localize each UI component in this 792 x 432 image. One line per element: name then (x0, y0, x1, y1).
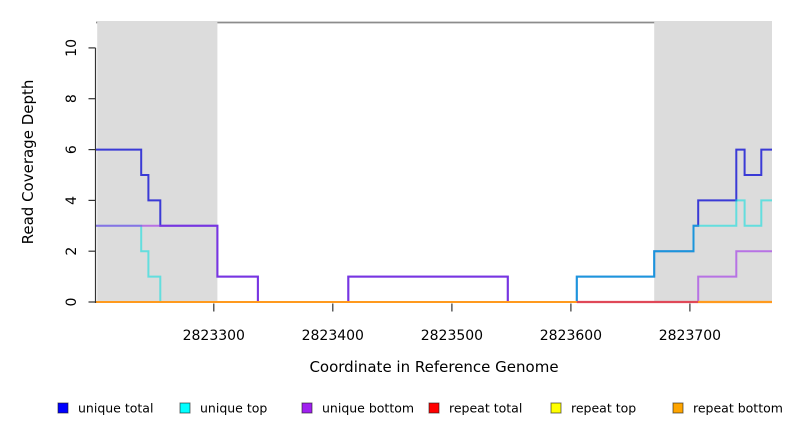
y-tick-label: 8 (64, 94, 80, 103)
axes-layer: 0 2 4 6 8 10 2823300 2823400 2823500 2823600 28237… (64, 39, 721, 344)
y-tick-label: 2 (64, 247, 80, 256)
x-axis-title: Coordinate in Reference Genome (309, 358, 558, 376)
y-tick-label: 10 (64, 39, 80, 57)
legend-swatch-unique-total (57, 402, 69, 414)
legend-label-unique-top: unique top (200, 401, 267, 416)
x-tick-label: 2823700 (659, 328, 721, 344)
shaded-regions-layer (96, 21, 772, 302)
legend-swatch-repeat-bottom (672, 402, 684, 414)
series-line-unique-top (96, 199, 772, 303)
y-axis-title: Read Coverage Depth (19, 80, 37, 245)
y-tick-label: 0 (64, 298, 80, 307)
legend-label-repeat-total: repeat total (449, 401, 522, 416)
legend-label-repeat-top: repeat top (571, 401, 636, 416)
x-tick-label: 2823600 (540, 328, 602, 344)
legend-label-unique-bottom: unique bottom (322, 401, 414, 416)
shaded-region (97, 21, 218, 302)
legend-label-unique-total: unique total (78, 401, 153, 416)
series-layer (96, 148, 772, 304)
y-tick-label: 4 (64, 196, 80, 205)
x-tick-label: 2823400 (302, 328, 364, 344)
y-tick-label: 6 (64, 145, 80, 154)
x-tick-label: 2823500 (421, 328, 483, 344)
series-line-unique-bottom (96, 224, 772, 303)
shaded-region (654, 21, 772, 302)
legend-swatch-unique-top (179, 402, 191, 414)
x-tick-label: 2823300 (183, 328, 245, 344)
legend: unique total unique top unique bottom repea… (57, 401, 783, 416)
legend-label-repeat-bottom: repeat bottom (693, 401, 783, 416)
legend-swatch-unique-bottom (301, 402, 313, 414)
legend-swatch-repeat-total (428, 402, 440, 414)
legend-swatch-repeat-top (550, 402, 562, 414)
